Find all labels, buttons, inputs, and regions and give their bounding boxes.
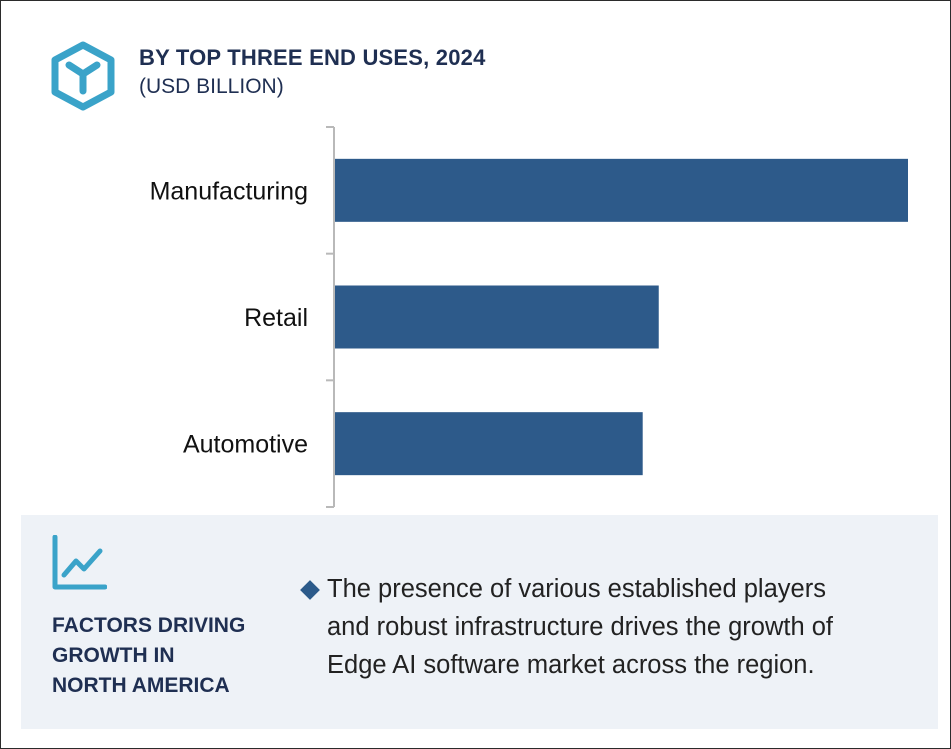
category-label: Automotive (183, 431, 308, 459)
bullet-line: and robust infrastructure drives the gro… (327, 613, 834, 641)
chart-subtitle: (USD BILLION) (139, 75, 284, 98)
bar-manufacturing (335, 158, 908, 222)
bar-chart: Manufacturing Retail Automotive (150, 126, 908, 508)
diamond-bullet-icon (300, 580, 320, 600)
factors-heading-line: FACTORS DRIVING (52, 614, 246, 637)
bar-retail (335, 285, 659, 349)
factors-panel: FACTORS DRIVING GROWTH IN NORTH AMERICA … (21, 515, 938, 729)
factors-heading-line: NORTH AMERICA (52, 674, 230, 697)
bar-automotive (335, 412, 643, 476)
bullet-text: The presence of various established play… (327, 570, 927, 684)
bullet-line: The presence of various established play… (327, 575, 826, 603)
factors-heading: FACTORS DRIVING GROWTH IN NORTH AMERICA (52, 611, 245, 701)
factors-heading-line: GROWTH IN (52, 644, 175, 667)
category-label: Retail (244, 304, 308, 332)
chart-title: BY TOP THREE END USES, 2024 (139, 45, 486, 70)
growth-chart-icon (51, 534, 108, 591)
cube-y-icon (51, 41, 115, 111)
bullet-line: Edge AI software market across the regio… (327, 651, 815, 679)
category-label: Manufacturing (150, 177, 308, 205)
